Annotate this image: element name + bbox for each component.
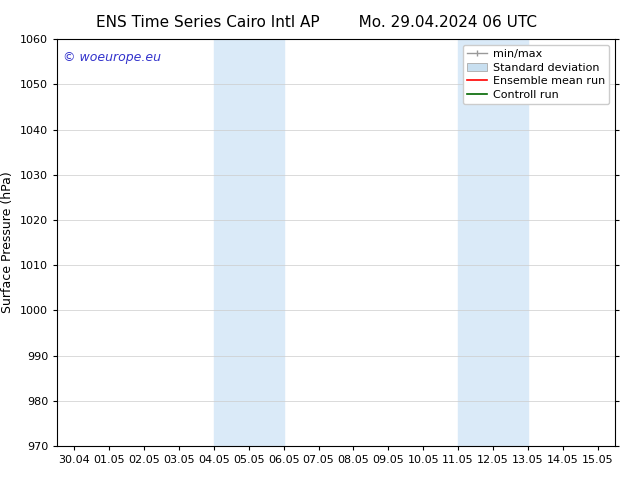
Bar (458, 39, 528, 446)
Text: ENS Time Series Cairo Intl AP        Mo. 29.04.2024 06 UTC: ENS Time Series Cairo Intl AP Mo. 29.04.… (96, 15, 538, 30)
Legend: min/max, Standard deviation, Ensemble mean run, Controll run: min/max, Standard deviation, Ensemble me… (463, 45, 609, 104)
Y-axis label: Surface Pressure (hPa): Surface Pressure (hPa) (1, 172, 15, 314)
Text: © woeurope.eu: © woeurope.eu (63, 51, 160, 64)
Bar (214, 39, 284, 446)
